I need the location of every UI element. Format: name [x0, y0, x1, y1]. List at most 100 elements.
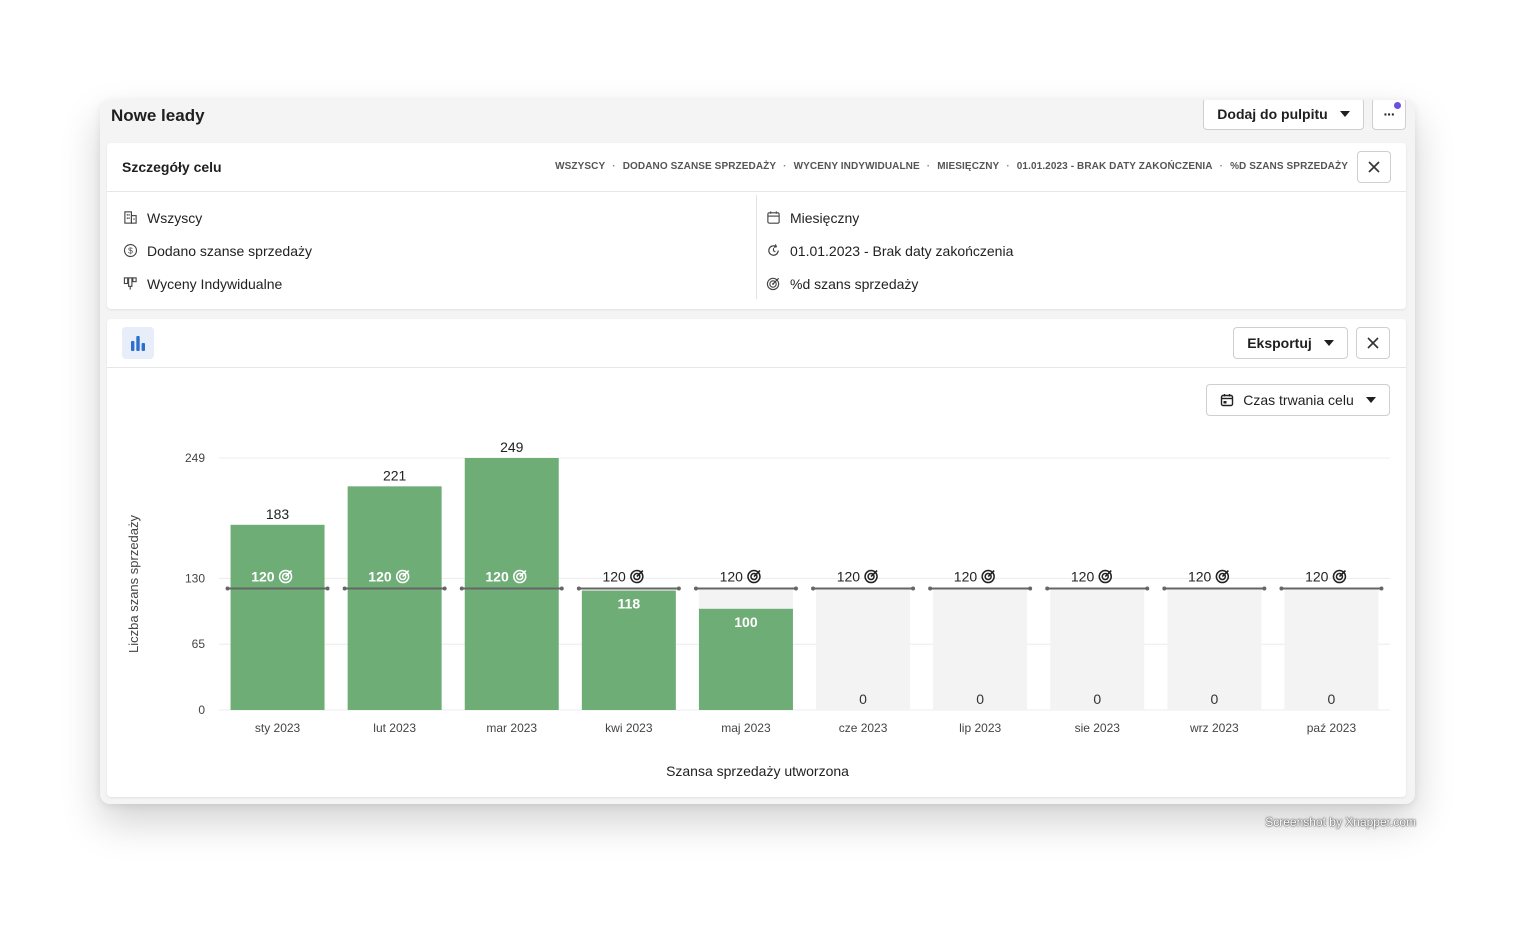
breadcrumb-item: WSZYSCY: [555, 161, 606, 172]
goal-remaining-bar: [1050, 588, 1145, 710]
report-panel: Eksportuj Czas trwania celu 0 65 130 249 Lic…: [107, 319, 1406, 797]
goal-line-marker: [928, 586, 933, 591]
value-bar: [581, 590, 676, 710]
goal-line-marker: [793, 586, 798, 591]
goal-label: 120: [1188, 569, 1212, 585]
goal-detail-text: Wszyscy: [147, 209, 203, 226]
bar-chart-icon: [131, 336, 145, 351]
goal-detail-row: %d szans sprzedaży: [766, 267, 1013, 300]
goal-detail-row: Wyceny Indywidualne: [123, 267, 312, 300]
goal-detail-row: $ Dodano szanse sprzedaży: [123, 234, 312, 267]
breadcrumb-item: WYCENY INDYWIDUALNE: [793, 161, 920, 172]
goal-line-marker: [1045, 586, 1050, 591]
notification-dot: [1394, 102, 1401, 109]
value-bar: [347, 486, 442, 710]
goal-detail-row: Miesięczny: [766, 201, 1013, 234]
goal-line-marker: [693, 586, 698, 591]
add-to-dashboard-label: Dodaj do pulpitu: [1217, 106, 1328, 122]
chevron-down-icon: [1339, 111, 1350, 117]
bar-value-label: 0: [976, 691, 984, 707]
x-tick-label: sty 2023: [255, 721, 301, 735]
target-icon: [747, 569, 761, 584]
bar-value-label: 0: [1210, 691, 1218, 707]
goal-details-header: Szczegóły celu WSZYSCY · DODANO SZANSE SPR…: [107, 143, 1406, 192]
dollar-circle-icon: $: [123, 243, 138, 258]
goal-line-marker: [1145, 586, 1150, 591]
target-icon: [395, 569, 410, 584]
goal-line-marker: [676, 586, 681, 591]
goal-line-marker: [225, 586, 230, 591]
target-icon: [1215, 569, 1230, 584]
chevron-down-icon: [1365, 397, 1376, 403]
bar-value-label: 0: [859, 691, 867, 707]
watermark: Screenshot by Xnapper.com: [1265, 815, 1416, 829]
goal-label: 120: [602, 569, 626, 585]
goal-line-marker: [442, 586, 447, 591]
x-tick-label: paź 2023: [1307, 721, 1357, 735]
breadcrumb-separator: ·: [612, 161, 616, 172]
export-button[interactable]: Eksportuj: [1233, 327, 1348, 359]
more-options-button[interactable]: ···: [1372, 100, 1406, 130]
goal-line-marker: [911, 586, 916, 591]
goal-remaining-bar: [933, 588, 1028, 710]
target-icon: [278, 569, 293, 584]
breadcrumb-item: %D SZANS SPRZEDAŻY: [1230, 161, 1348, 172]
y-tick-label: 249: [185, 451, 205, 465]
goal-details-panel: Szczegóły celu WSZYSCY · DODANO SZANSE SPR…: [107, 143, 1406, 309]
x-tick-label: cze 2023: [839, 721, 888, 735]
period-dropdown[interactable]: Czas trwania celu: [1206, 384, 1390, 416]
breadcrumb-separator: ·: [783, 161, 787, 172]
y-axis-label: Liczba szans sprzedaży: [126, 514, 141, 653]
x-tick-label: lut 2023: [373, 721, 416, 735]
close-report-button[interactable]: [1356, 327, 1390, 359]
period-label: Czas trwania celu: [1243, 392, 1354, 408]
breadcrumb-separator: ·: [1219, 161, 1224, 172]
bar-value-label: 221: [383, 467, 407, 483]
target-icon: [513, 569, 527, 584]
add-to-dashboard-button[interactable]: Dodaj do pulpitu: [1203, 100, 1364, 130]
goal-details-left: Wszyscy $ Dodano szanse sprzedaży Wyceny In…: [123, 201, 312, 300]
breadcrumb-separator: ·: [926, 161, 931, 172]
bar-value-label: 183: [266, 506, 290, 522]
goal-detail-text: Dodano szanse sprzedaży: [147, 242, 312, 259]
close-goal-details-button[interactable]: [1357, 151, 1391, 183]
goal-label: 120: [837, 569, 861, 585]
goal-remaining-bar: [1284, 588, 1379, 710]
bar-value-label: 249: [500, 439, 524, 455]
goal-detail-text: Wyceny Indywidualne: [147, 275, 283, 292]
goal-line-marker: [559, 586, 564, 591]
bar-chart-view-button[interactable]: [122, 327, 154, 359]
x-axis-label: Szansa sprzedaży utworzona: [666, 763, 849, 779]
bar-value-label: 0: [1093, 691, 1101, 707]
x-tick-label: maj 2023: [721, 721, 771, 735]
goal-label: 120: [720, 569, 744, 585]
bar-value-label: 0: [1328, 691, 1336, 707]
goal-label: 120: [485, 569, 509, 585]
goal-line-marker: [811, 586, 816, 591]
goal-label: 120: [368, 569, 392, 585]
goal-remaining-bar: [698, 588, 793, 710]
x-tick-label: wrz 2023: [1189, 721, 1239, 735]
goal-label: 120: [251, 569, 275, 585]
recurring-icon: [768, 244, 779, 256]
breadcrumb-item: MIESIĘCZNY: [937, 161, 1000, 172]
bar-value-label: 118: [618, 596, 641, 612]
goal-detail-row: 01.01.2023 - Brak daty zakończenia: [766, 234, 1013, 267]
goal-breadcrumb: WSZYSCY · DODANO SZANSE SPRZEDAŻY · WYCENY I…: [555, 161, 1348, 172]
goal-label: 120: [954, 569, 978, 585]
goal-label: 120: [1071, 569, 1095, 585]
goal-line-marker: [1262, 586, 1267, 591]
close-icon: [1368, 161, 1380, 173]
x-tick-label: lip 2023: [959, 721, 1001, 735]
breadcrumb-item: 01.01.2023 - BRAK DATY ZAKOŃCZENIA: [1016, 161, 1213, 172]
x-tick-label: kwi 2023: [605, 721, 653, 735]
details-divider: [756, 195, 757, 299]
goal-remaining-bar: [581, 588, 676, 710]
goal-line-marker: [1279, 586, 1284, 591]
goal-detail-row: Wszyscy: [123, 201, 312, 234]
calendar-icon: [767, 211, 780, 224]
goal-line-marker: [1162, 586, 1167, 591]
goal-remaining-bar: [816, 588, 911, 710]
goal-detail-text: Miesięczny: [790, 209, 860, 226]
value-bar: [698, 608, 793, 710]
